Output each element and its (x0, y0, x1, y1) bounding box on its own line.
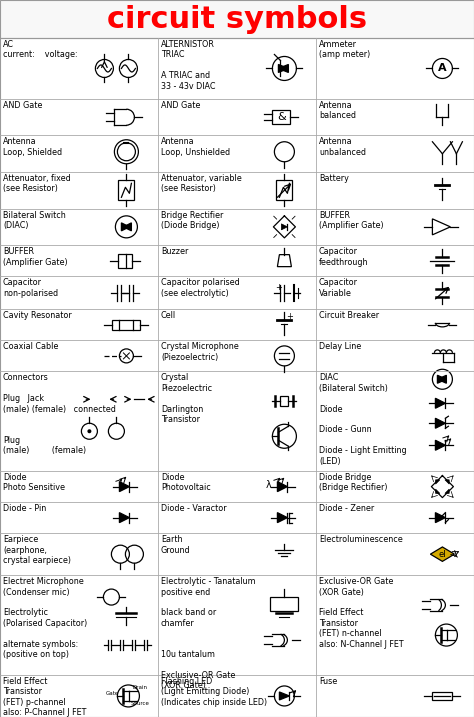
Text: Coaxial Cable: Coaxial Cable (3, 343, 58, 351)
Text: Gate: Gate (106, 691, 119, 696)
Text: Crystal
Piezoelectric

Darlington
Transistor: Crystal Piezoelectric Darlington Transis… (161, 374, 212, 424)
Polygon shape (279, 692, 290, 700)
Polygon shape (436, 440, 446, 450)
Text: BUFFER
(Amplifier Gate): BUFFER (Amplifier Gate) (319, 211, 383, 230)
Polygon shape (430, 547, 455, 561)
Polygon shape (445, 480, 449, 484)
Text: BUFFER
(Amplifier Gate): BUFFER (Amplifier Gate) (3, 247, 68, 267)
Bar (270, 597, 299, 611)
Text: Field Effect
Transistor
(FET) p-channel
also: P-Channel J FET: Field Effect Transistor (FET) p-channel … (3, 677, 86, 717)
Text: Diode Bridge
(Bridge Rectifier): Diode Bridge (Bridge Rectifier) (319, 473, 388, 493)
Bar (118, 254, 132, 267)
Text: el: el (438, 550, 446, 559)
Text: Circuit Breaker: Circuit Breaker (319, 311, 379, 320)
Text: Bilateral Switch
(DIAC): Bilateral Switch (DIAC) (3, 211, 66, 230)
Text: Diode - Pin: Diode - Pin (3, 504, 46, 513)
Polygon shape (445, 489, 449, 493)
Bar (0, 0, 474, 38)
Text: Earth
Ground: Earth Ground (161, 535, 191, 554)
Bar (112, 320, 140, 330)
Bar (118, 180, 135, 200)
Text: Diode - Zener: Diode - Zener (319, 504, 374, 513)
Text: +: + (286, 313, 293, 321)
Text: Diode
Photovoltaic: Diode Photovoltaic (161, 473, 211, 493)
Polygon shape (278, 65, 288, 72)
Text: Bridge Rectifier
(Diode Bridge): Bridge Rectifier (Diode Bridge) (161, 211, 223, 230)
Text: Source: Source (131, 701, 150, 706)
Bar (281, 397, 288, 407)
Polygon shape (121, 223, 129, 231)
Bar (276, 180, 292, 200)
Polygon shape (436, 418, 446, 428)
Text: Electret Microphone
(Condenser mic)

Electrolytic
(Polarised Capacitor)

alterna: Electret Microphone (Condenser mic) Elec… (3, 577, 87, 659)
Text: λ: λ (265, 480, 271, 490)
Text: Antenna
unbalanced: Antenna unbalanced (319, 138, 366, 157)
Text: Antenna
Loop, Shielded: Antenna Loop, Shielded (3, 138, 62, 157)
Polygon shape (123, 223, 131, 231)
Circle shape (87, 429, 91, 433)
Text: Exclusive-OR Gate
(XOR Gate)

Field Effect
Transistor
(FET) n-channel
also: N-Ch: Exclusive-OR Gate (XOR Gate) Field Effec… (319, 577, 404, 649)
Polygon shape (436, 513, 446, 523)
Polygon shape (438, 375, 447, 384)
Text: Capacitor polarised
(see electrolytic): Capacitor polarised (see electrolytic) (161, 278, 240, 298)
Text: Buzzer: Buzzer (161, 247, 188, 256)
Polygon shape (282, 224, 287, 230)
Polygon shape (436, 398, 446, 408)
Text: Diode - Varactor: Diode - Varactor (161, 504, 227, 513)
Text: AND Gate: AND Gate (161, 101, 201, 110)
Text: Flashing LED
(Light Emitting Diode)
(Indicates chip inside LED): Flashing LED (Light Emitting Diode) (Ind… (161, 677, 267, 707)
Bar (273, 110, 291, 124)
Text: Diode
Photo Sensitive: Diode Photo Sensitive (3, 473, 65, 493)
Bar (432, 692, 452, 700)
Text: +: + (275, 283, 282, 293)
Text: Attenuator, fixed
(see Resistor): Attenuator, fixed (see Resistor) (3, 174, 71, 194)
Text: Capacitor
feedthrough: Capacitor feedthrough (319, 247, 368, 267)
Text: AND Gate: AND Gate (3, 101, 42, 110)
Polygon shape (119, 513, 129, 523)
Text: Connectors

Plug   Jack
(male) (female)   connected


Plug
(male)         (femal: Connectors Plug Jack (male) (female) con… (3, 374, 116, 455)
Polygon shape (119, 482, 129, 492)
Text: Electrolytic - Tanatalum
positive end

black band or
chamfer


10u tantalum

Exc: Electrolytic - Tanatalum positive end bl… (161, 577, 255, 690)
Text: DIAC
(Bilateral Switch)

Diode

Diode - Gunn

Diode - Light Emitting
(LED): DIAC (Bilateral Switch) Diode Diode - Gu… (319, 374, 407, 465)
Polygon shape (277, 482, 287, 492)
Text: Cavity Resonator: Cavity Resonator (3, 311, 72, 320)
Text: A: A (438, 64, 447, 73)
Text: Drain: Drain (133, 685, 148, 690)
Text: circuit symbols: circuit symbols (107, 4, 367, 34)
Polygon shape (277, 513, 287, 523)
Text: Earpiece
(earphone,
crystal earpiece): Earpiece (earphone, crystal earpiece) (3, 535, 71, 565)
Text: Delay Line: Delay Line (319, 343, 361, 351)
Polygon shape (278, 65, 288, 72)
Text: Capacitor
non-polarised: Capacitor non-polarised (3, 278, 58, 298)
Text: Cell: Cell (161, 311, 176, 320)
Text: Battery: Battery (319, 174, 349, 183)
Polygon shape (436, 480, 440, 484)
Text: Electroluminescence: Electroluminescence (319, 535, 403, 544)
Text: ALTERNISTOR
TRIAC

A TRIAC and
33 - 43v DIAC: ALTERNISTOR TRIAC A TRIAC and 33 - 43v D… (161, 40, 216, 90)
Text: Antenna
balanced: Antenna balanced (319, 101, 356, 120)
Polygon shape (438, 375, 447, 384)
Text: Fuse: Fuse (319, 677, 337, 686)
Text: Antenna
Loop, Unshielded: Antenna Loop, Unshielded (161, 138, 230, 157)
Text: &: & (277, 112, 286, 122)
Text: Capacitor
Variable: Capacitor Variable (319, 278, 358, 298)
Text: AC
current:    voltage:: AC current: voltage: (3, 40, 78, 60)
Text: Ammeter
(amp meter): Ammeter (amp meter) (319, 40, 370, 60)
Text: Crystal Microphone
(Piezoelectric): Crystal Microphone (Piezoelectric) (161, 343, 239, 362)
Text: Attenuator, variable
(see Resistor): Attenuator, variable (see Resistor) (161, 174, 242, 194)
Polygon shape (436, 489, 440, 493)
